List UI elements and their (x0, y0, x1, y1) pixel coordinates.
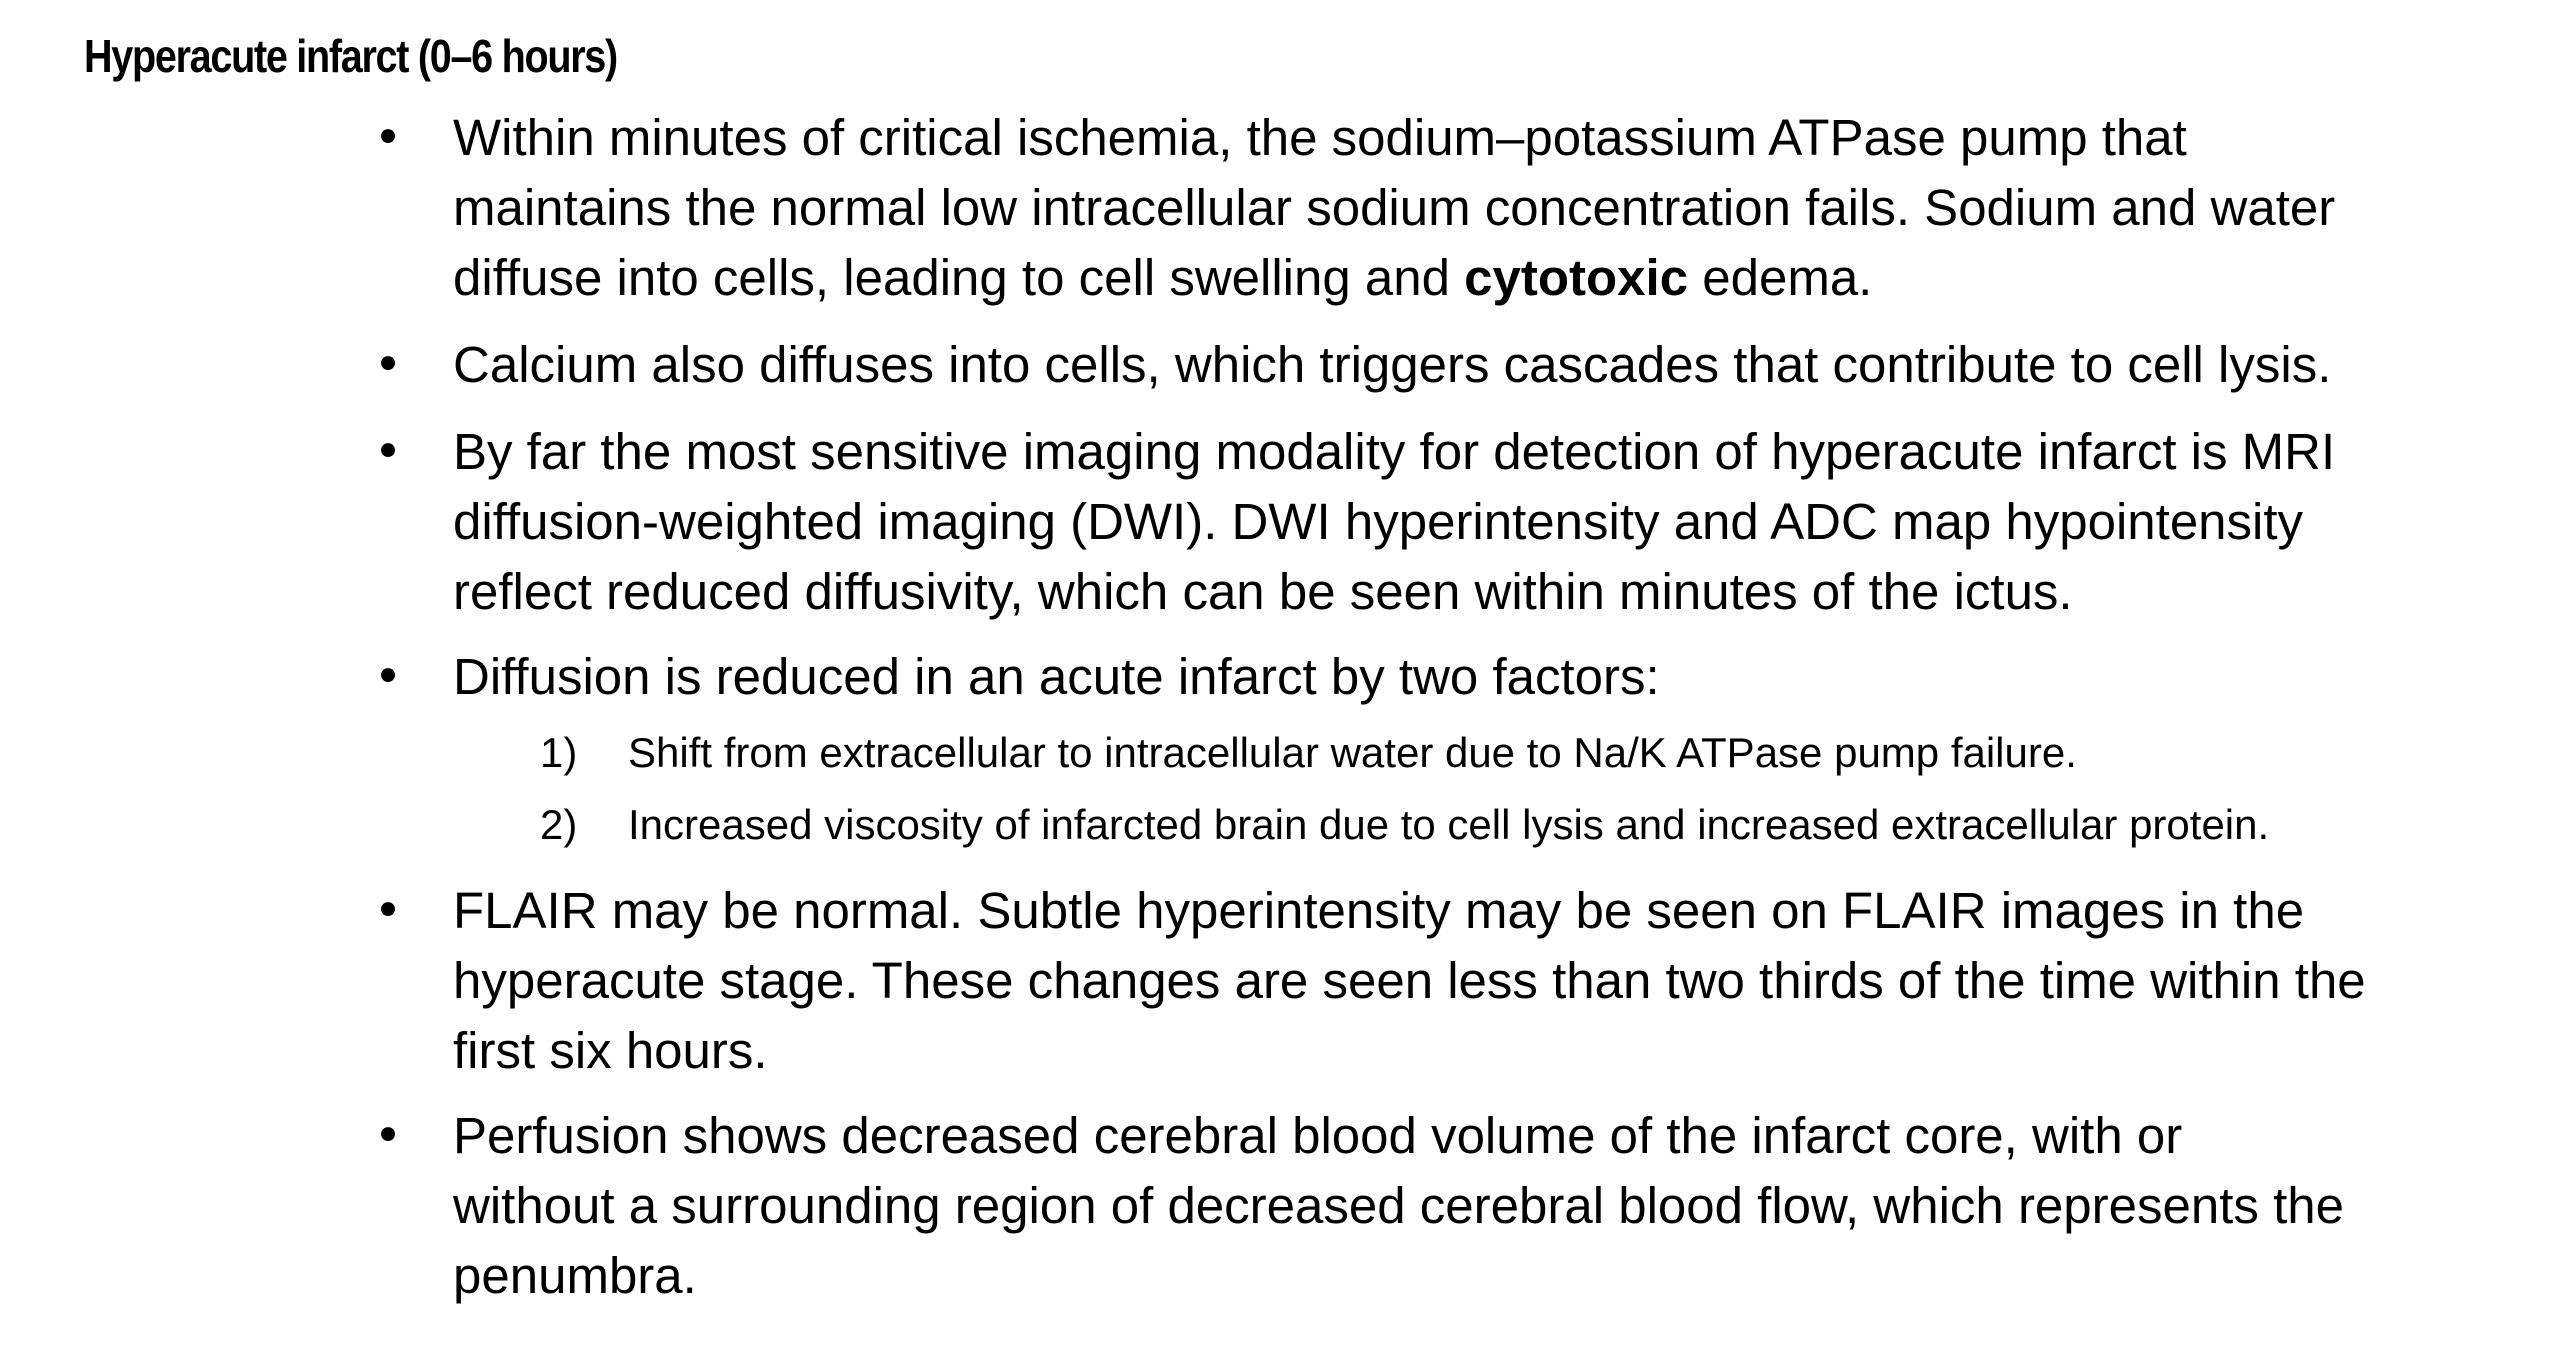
subitem-text: Shift from extracellular to intracellula… (628, 729, 2077, 776)
bullet-line: Diffusion is reduced in an acute infarct… (453, 648, 1660, 705)
bullet-text: Diffusion is reduced in an acute infarct… (453, 642, 2503, 712)
bullet-icon: • (373, 337, 403, 393)
bullet-line: hyperacute stage. These changes are seen… (453, 952, 2366, 1009)
bullet-line: Calcium also diffuses into cells, which … (453, 336, 2332, 393)
bullet-line: maintains the normal low intracellular s… (453, 179, 2336, 236)
bullet-text: Calcium also diffuses into cells, which … (453, 330, 2503, 400)
bullet-text: By far the most sensitive imaging modali… (453, 417, 2503, 627)
bullet-icon: • (373, 649, 403, 705)
bullet-line-text: diffuse into cells, leading to cell swel… (453, 249, 1465, 306)
bullet-line-text: edema. (1688, 249, 1873, 306)
subitem-number: 2) (540, 801, 578, 848)
bullet-line: FLAIR may be normal. Subtle hyperintensi… (453, 882, 2305, 939)
bullet-icon: • (373, 424, 403, 480)
bullet-line: first six hours. (453, 1022, 768, 1079)
bold-term-cytotoxic: cytotoxic (1464, 249, 1689, 306)
section-heading: Hyperacute infarct (0–6 hours) (84, 30, 618, 82)
bullet-icon: • (373, 883, 403, 939)
bullet-line: diffusion-weighted imaging (DWI). DWI hy… (453, 493, 2304, 550)
bullet-icon: • (373, 1108, 403, 1164)
bullet-icon: • (373, 110, 403, 166)
bullet-text: Perfusion shows decreased cerebral blood… (453, 1101, 2503, 1311)
bullet-text: FLAIR may be normal. Subtle hyperintensi… (453, 876, 2503, 1086)
bullet-line: diffuse into cells, leading to cell swel… (453, 243, 2503, 313)
bullet-line: By far the most sensitive imaging modali… (453, 423, 2336, 480)
bullet-line: Perfusion shows decreased cerebral blood… (453, 1107, 2183, 1164)
numbered-subitem: 1) Shift from extracellular to intracell… (0, 717, 2570, 789)
bullet-line: penumbra. (453, 1247, 697, 1304)
bullet-text: Within minutes of critical ischemia, the… (453, 103, 2503, 313)
numbered-subitem: 2) Increased viscosity of infarcted brai… (0, 789, 2570, 861)
bullet-line: without a surrounding region of decrease… (453, 1177, 2344, 1234)
subitem-number: 1) (540, 729, 578, 776)
bullet-line: Within minutes of critical ischemia, the… (453, 109, 2187, 166)
bullet-line: reflect reduced diffusivity, which can b… (453, 563, 2073, 620)
subitem-text: Increased viscosity of infarcted brain d… (628, 801, 2270, 848)
